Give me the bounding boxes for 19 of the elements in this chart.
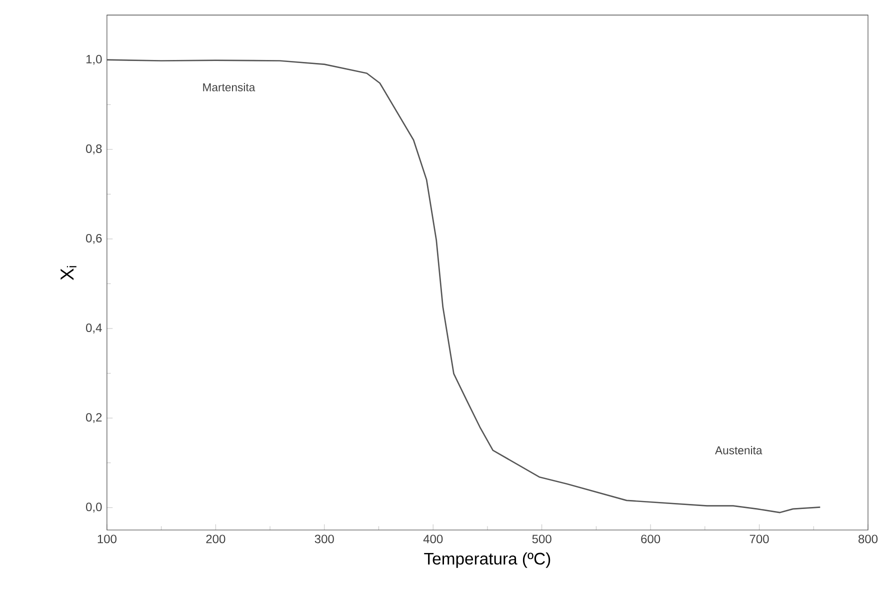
y-tick-label: 0,0: [86, 502, 102, 513]
x-tick-label: 500: [532, 534, 552, 544]
y-tick-label: 0,2: [86, 413, 102, 424]
x-tick-label: 300: [314, 534, 334, 544]
y-tick-label: 0,8: [86, 144, 102, 154]
x-tick-label: 200: [206, 534, 226, 544]
x-tick-label: 100: [98, 534, 116, 544]
annotation: Austenita: [715, 446, 762, 454]
x-tick-label: 600: [641, 534, 660, 544]
x-tick-label: 400: [423, 534, 443, 544]
annotation: Martensita: [203, 82, 256, 92]
y-tick-label: 0,6: [86, 234, 102, 244]
y-tick-label: 0,4: [86, 324, 102, 334]
y-tick-label: 1,0: [86, 54, 102, 65]
y-axis-title: X$_{i}$: [60, 266, 76, 280]
x-axis-title: Temperatura (ºC): [424, 552, 550, 568]
line-series: [106, 59, 821, 514]
x-tick-label: 700: [750, 534, 769, 544]
x-tick-label: 800: [858, 534, 878, 544]
